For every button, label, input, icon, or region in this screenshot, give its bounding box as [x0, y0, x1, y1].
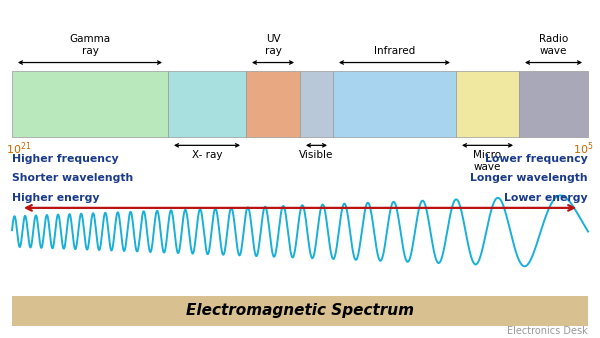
Text: Shorter wavelength: Shorter wavelength	[12, 173, 133, 184]
Text: Longer wavelength: Longer wavelength	[470, 173, 588, 184]
Bar	[519, 71, 588, 137]
Text: $10^{21}$: $10^{21}$	[6, 140, 31, 157]
Text: Higher energy: Higher energy	[12, 193, 100, 203]
Text: X- ray: X- ray	[192, 150, 222, 161]
Bar	[12, 71, 168, 137]
Text: $10^{5}$: $10^{5}$	[574, 140, 594, 157]
Text: Infrared: Infrared	[374, 46, 415, 56]
Bar	[168, 71, 246, 137]
Bar	[456, 71, 519, 137]
Bar	[12, 296, 588, 326]
Text: Radio
wave: Radio wave	[539, 34, 568, 56]
Text: Lower energy: Lower energy	[505, 193, 588, 203]
Text: Electronics Desk: Electronics Desk	[507, 326, 588, 336]
Text: Micro
wave: Micro wave	[473, 150, 502, 172]
Bar	[246, 71, 300, 137]
Text: Electromagnetic Spectrum: Electromagnetic Spectrum	[186, 304, 414, 318]
Text: Lower frequency: Lower frequency	[485, 154, 588, 164]
Text: Gamma
ray: Gamma ray	[70, 34, 110, 56]
Text: Higher frequency: Higher frequency	[12, 154, 119, 164]
Bar	[300, 71, 333, 137]
Text: Visible: Visible	[299, 150, 334, 161]
Text: UV
ray: UV ray	[265, 34, 281, 56]
Bar	[333, 71, 456, 137]
